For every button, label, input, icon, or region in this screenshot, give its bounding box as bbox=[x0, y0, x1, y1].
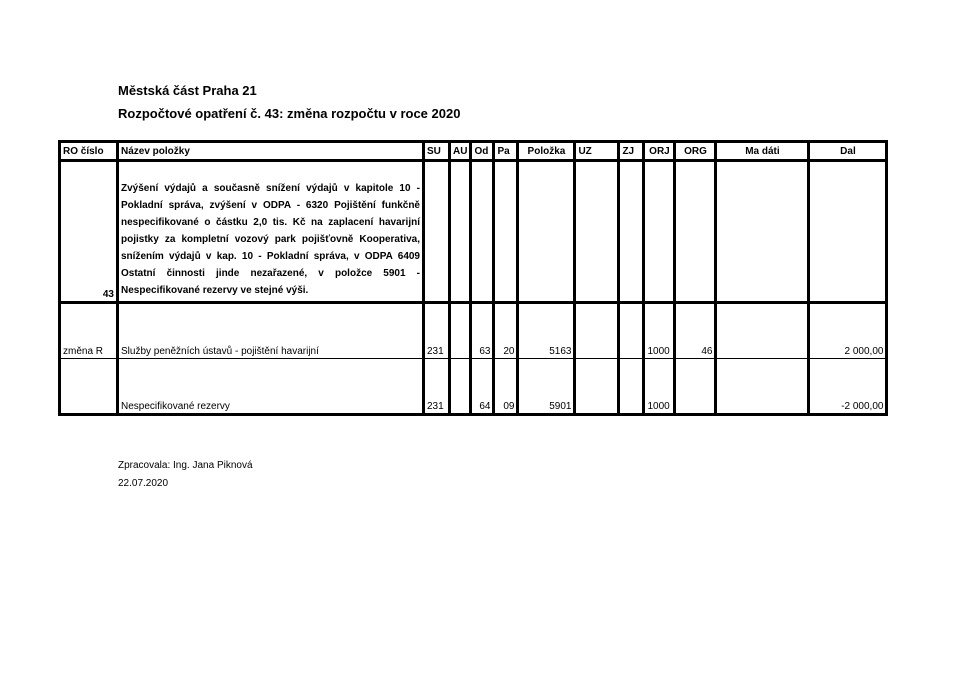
col-orj: ORJ bbox=[642, 140, 677, 162]
cell-su bbox=[422, 160, 451, 304]
col-zj: ZJ bbox=[617, 140, 646, 162]
prepared-by: Zpracovala: Ing. Jana Piknová bbox=[118, 460, 253, 471]
cell-od: 64 bbox=[469, 358, 496, 416]
cell-polozka: 5901 bbox=[516, 358, 577, 416]
cell-org bbox=[673, 160, 718, 304]
cell-polozka bbox=[516, 160, 577, 304]
cell-dal: 2 000,00 bbox=[807, 302, 889, 359]
cell-ma-dati bbox=[714, 302, 811, 359]
cell-pa bbox=[492, 160, 520, 304]
cell-uz bbox=[573, 302, 621, 359]
cell-au bbox=[447, 358, 473, 416]
table-row: změna R Služby peněžních ústavů - pojišt… bbox=[58, 302, 889, 359]
cell-orj: 1000 bbox=[642, 302, 677, 359]
cell-ma-dati bbox=[714, 160, 811, 304]
col-polozka: Položka bbox=[516, 140, 577, 162]
budget-table: RO číslo Název položky SU AU Od Pa Polož… bbox=[58, 140, 889, 416]
cell-od bbox=[469, 160, 496, 304]
col-nazev: Název položky bbox=[116, 140, 425, 162]
cell-zj bbox=[617, 358, 646, 416]
col-uz: UZ bbox=[573, 140, 621, 162]
cell-dal bbox=[807, 160, 889, 304]
cell-zj bbox=[617, 160, 646, 304]
cell-orj bbox=[642, 160, 677, 304]
col-od: Od bbox=[469, 140, 496, 162]
municipality-title: Městská část Praha 21 bbox=[118, 83, 257, 98]
cell-pa: 09 bbox=[492, 358, 520, 416]
cell-od: 63 bbox=[469, 302, 496, 359]
cell-uz bbox=[573, 358, 621, 416]
cell-ro: 43 bbox=[58, 160, 119, 304]
cell-dal: -2 000,00 bbox=[807, 358, 889, 416]
table-row: Nespecifikované rezervy 231 64 09 5901 1… bbox=[58, 358, 889, 416]
cell-ro: změna R bbox=[58, 302, 119, 359]
document-title: Rozpočtové opatření č. 43: změna rozpočt… bbox=[118, 106, 461, 121]
cell-su: 231 bbox=[422, 358, 451, 416]
col-org: ORG bbox=[673, 140, 718, 162]
col-pa: Pa bbox=[492, 140, 520, 162]
cell-polozka: 5163 bbox=[516, 302, 577, 359]
cell-au bbox=[447, 302, 473, 359]
cell-au bbox=[447, 160, 473, 304]
cell-orj: 1000 bbox=[642, 358, 677, 416]
cell-uz bbox=[573, 160, 621, 304]
cell-nazev: Zvýšení výdajů a současně snížení výdajů… bbox=[116, 160, 425, 304]
cell-ro bbox=[58, 358, 119, 416]
col-su: SU bbox=[422, 140, 451, 162]
col-ma-dati: Ma dáti bbox=[714, 140, 811, 162]
cell-org bbox=[673, 358, 718, 416]
col-ro: RO číslo bbox=[58, 140, 119, 162]
cell-nazev: Nespecifikované rezervy bbox=[116, 358, 425, 416]
cell-su: 231 bbox=[422, 302, 451, 359]
cell-pa: 20 bbox=[492, 302, 520, 359]
cell-org: 46 bbox=[673, 302, 718, 359]
cell-zj bbox=[617, 302, 646, 359]
table-header-row: RO číslo Název položky SU AU Od Pa Polož… bbox=[58, 140, 889, 162]
col-dal: Dal bbox=[807, 140, 889, 162]
table-row: 43 Zvýšení výdajů a současně snížení výd… bbox=[58, 160, 889, 304]
date: 22.07.2020 bbox=[118, 478, 169, 489]
cell-nazev: Služby peněžních ústavů - pojištění hava… bbox=[116, 302, 425, 359]
col-au: AU bbox=[447, 140, 473, 162]
cell-ma-dati bbox=[714, 358, 811, 416]
